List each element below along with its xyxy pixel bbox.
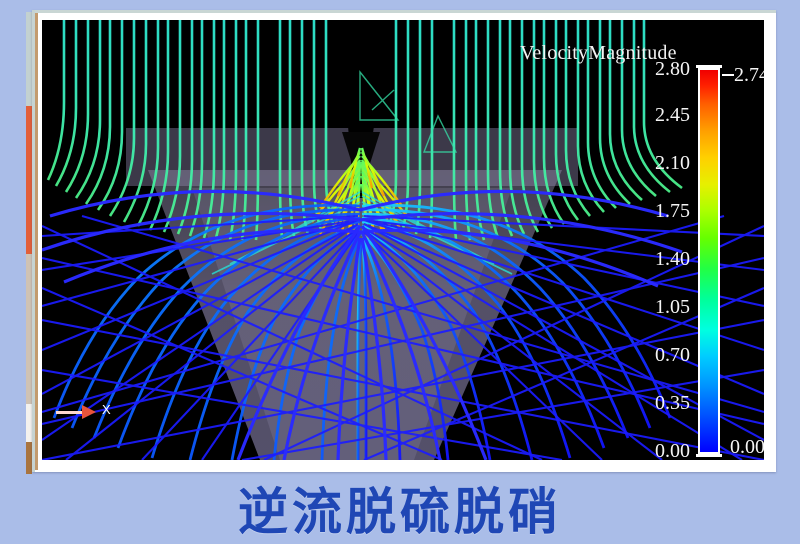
- colorbar-max-tick: [722, 74, 734, 76]
- colorbar-tick-1-40: 1.40: [655, 248, 690, 270]
- window-edge-strip-4: [26, 404, 32, 442]
- colorbar-gradient: [698, 68, 720, 454]
- colorbar-tick-1-05: 1.05: [655, 296, 690, 318]
- figure-caption: 逆流脱硫脱硝: [238, 483, 562, 541]
- x-axis-arrow-shaft: [56, 411, 86, 414]
- cfd-streamline-plot: VelocityMagnitude 2.74 0.00 2.80 2.45 2.…: [42, 20, 764, 460]
- colorbar-tick-0-70: 0.70: [655, 344, 690, 366]
- colorbar-cap-bottom: [696, 454, 722, 457]
- window-edge-strip-3: [26, 254, 32, 404]
- figure-frame: VelocityMagnitude 2.74 0.00 2.80 2.45 2.…: [32, 10, 776, 472]
- frame-bevel-top: [32, 10, 776, 13]
- nozzle-cone: [342, 132, 380, 192]
- colorbar-cap-top: [696, 65, 722, 68]
- x-axis-label: X: [102, 402, 111, 417]
- window-edge-strip-1: [26, 12, 32, 106]
- colorbar-tick-1-75: 1.75: [655, 200, 690, 222]
- frame-bevel-left: [32, 10, 35, 472]
- colorbar-tick-2-80: 2.80: [655, 58, 690, 80]
- colorbar-tick-labels: 2.80 2.45 2.10 1.75 1.40 1.05 0.70 0.35 …: [602, 20, 690, 460]
- axis-orientation-indicator: X: [56, 402, 116, 424]
- blue-ray-group: [42, 214, 764, 460]
- colorbar-min-label: 0.00: [730, 436, 764, 458]
- foreground-arc-group: [42, 189, 683, 460]
- colorbar-max-label: 2.74: [734, 64, 764, 86]
- colorbar-title: VelocityMagnitude: [520, 42, 677, 64]
- colorbar-tick-2-45: 2.45: [655, 104, 690, 126]
- geometry-wireframe: [359, 69, 458, 153]
- colorbar-tick-2-10: 2.10: [655, 152, 690, 174]
- x-axis-arrow-head-icon: [82, 405, 96, 419]
- streamline-svg: [42, 20, 764, 460]
- colorbar-tick-0-00: 0.00: [655, 440, 690, 460]
- colorbar-tick-0-35: 0.35: [655, 392, 690, 414]
- plot-area: VelocityMagnitude 2.74 0.00 2.80 2.45 2.…: [42, 20, 764, 460]
- colorbar: [696, 65, 734, 457]
- window-edge-strip-5: [26, 442, 32, 474]
- window-edge-strip-2: [26, 106, 32, 254]
